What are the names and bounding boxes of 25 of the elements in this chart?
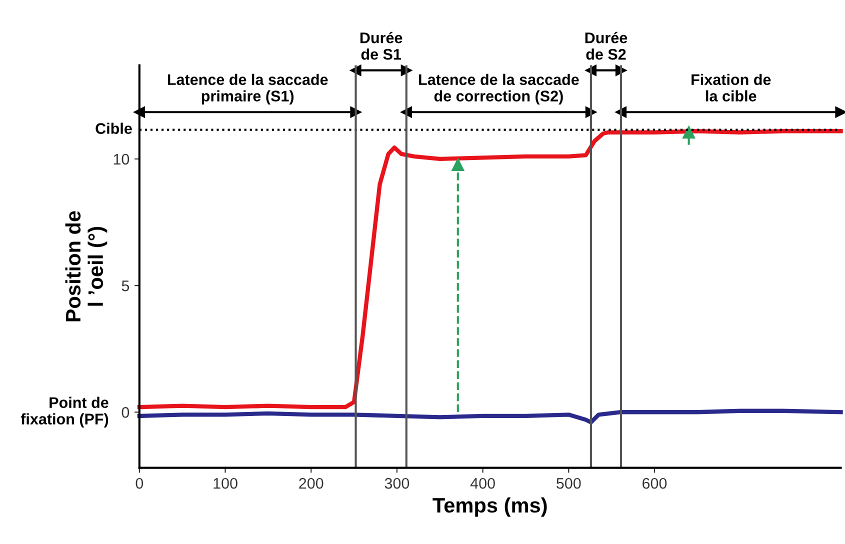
- y-tick-label: 0: [122, 407, 130, 418]
- point: [134, 106, 145, 118]
- y-axis-title: Position de l ’oeil (°): [65, 211, 108, 322]
- line-series: [137, 129, 843, 410]
- y-tick-label: 5: [122, 280, 130, 292]
- annotation: Point de fixation (PF): [20, 396, 108, 428]
- x-tick-label: 500: [556, 478, 581, 489]
- x-tick-label: 400: [470, 478, 495, 489]
- ref-line-label: Cible: [96, 122, 132, 134]
- line-series: [137, 408, 843, 424]
- series-label: Latence de la saccade de correction (S2): [419, 74, 579, 105]
- x-tick-label: 0: [136, 478, 144, 489]
- x-tick-label: 600: [642, 478, 667, 489]
- x-tick-label: 300: [384, 478, 410, 489]
- point: [682, 126, 696, 139]
- x-tick-label: 200: [299, 478, 324, 489]
- series-label: Durée de S2: [585, 32, 628, 60]
- point: [452, 158, 464, 172]
- series-label: Fixation de la cible: [692, 74, 771, 102]
- y-tick-label: 10: [114, 154, 130, 165]
- series-label: Durée de S1: [360, 32, 402, 60]
- point: [835, 106, 845, 118]
- series-label: Latence de la saccade primaire (S1): [168, 74, 328, 105]
- x-axis-title: Temps (ms): [432, 497, 547, 517]
- x-tick-label: 100: [214, 478, 238, 489]
